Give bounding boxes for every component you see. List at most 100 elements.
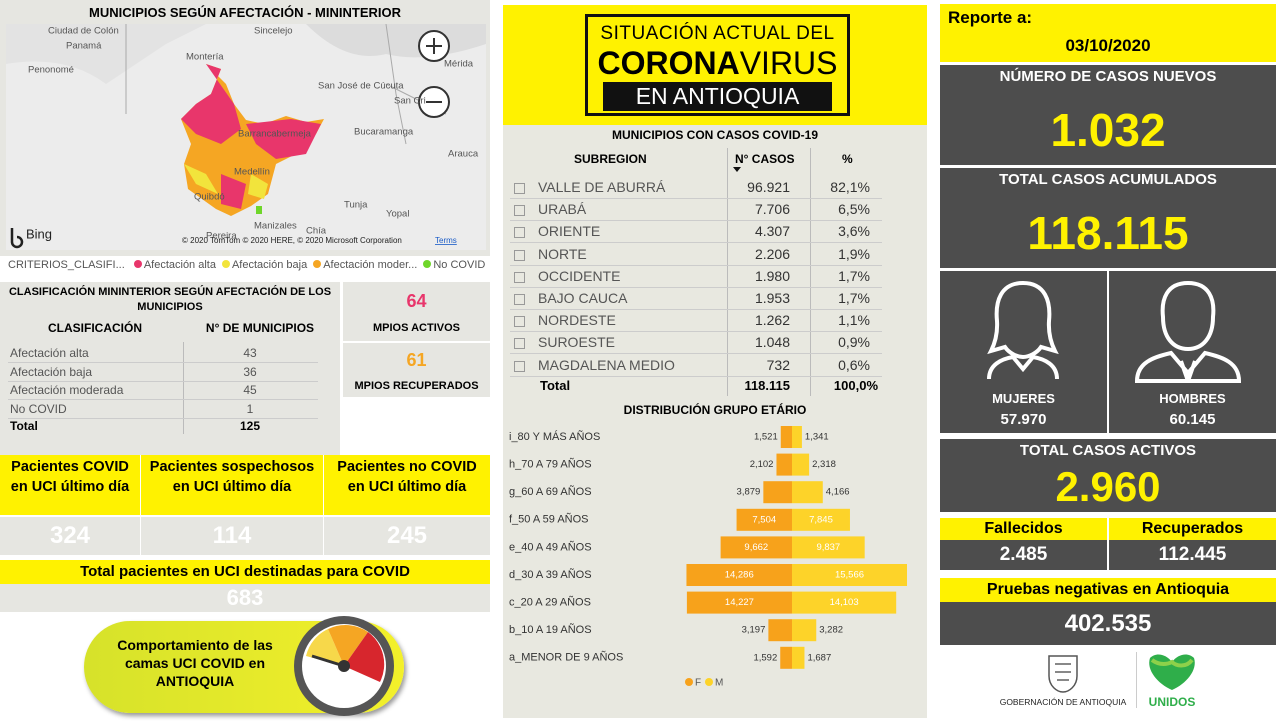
bing-logo bbox=[10, 228, 24, 249]
active-cases-value: 2.960 bbox=[1055, 463, 1161, 510]
map-place: Yopal bbox=[386, 209, 409, 220]
icu-value: 245 bbox=[324, 517, 490, 555]
value-label: 9,837 bbox=[816, 542, 840, 553]
expand-icon bbox=[514, 227, 525, 239]
map-land bbox=[6, 24, 206, 84]
legend-label: Afectación alta bbox=[143, 259, 216, 271]
row-divider bbox=[510, 198, 882, 199]
table-cell: 1,1% bbox=[838, 312, 870, 329]
legend-dot bbox=[423, 260, 432, 268]
legend-dot bbox=[313, 260, 322, 268]
column-divider bbox=[183, 342, 184, 434]
map-place: Chía bbox=[306, 226, 327, 237]
legend-item[interactable]: Afectación alta bbox=[133, 259, 216, 271]
table-cell: 1.262 bbox=[754, 312, 790, 329]
table-cell: 2.206 bbox=[754, 245, 790, 262]
legend-item[interactable]: Afectación moder... bbox=[313, 259, 417, 271]
row-divider bbox=[8, 399, 318, 400]
sort-arrow bbox=[733, 167, 741, 172]
table-cell: 96.921 bbox=[747, 179, 790, 195]
row-divider bbox=[510, 353, 882, 355]
gov-label: GOBERNACIÓN DE ANTIOQUIA bbox=[999, 697, 1127, 707]
table-cell: 43 bbox=[243, 346, 257, 360]
value-label: 14,227 bbox=[725, 597, 754, 608]
gauge-hub bbox=[338, 660, 350, 672]
table-cell: VALLE DE ABURRÁ bbox=[538, 179, 666, 195]
bar bbox=[776, 453, 792, 476]
legend-dot bbox=[133, 260, 142, 268]
total-cases-value: 118.115 bbox=[1027, 207, 1189, 259]
muni-panel bbox=[343, 282, 490, 397]
map-terms[interactable]: Terms bbox=[435, 236, 457, 245]
total-cases-panel: TOTAL CASOS ACUMULADOS 118.115 bbox=[940, 168, 1276, 268]
legend-label: Afectación moder... bbox=[323, 259, 418, 271]
women-icon bbox=[987, 280, 1059, 380]
gov-shield bbox=[1048, 655, 1078, 693]
bar bbox=[736, 508, 792, 531]
bar bbox=[792, 453, 810, 476]
map-alta bbox=[181, 64, 321, 209]
legend-item[interactable]: No COVID bbox=[423, 259, 485, 271]
active-munis-label: MPIOS ACTIVOS bbox=[373, 322, 460, 334]
deaths-value: 2.485 bbox=[940, 540, 1107, 570]
bar bbox=[780, 646, 792, 669]
bar bbox=[792, 591, 897, 614]
table-cell: 6,5% bbox=[838, 201, 870, 218]
recovered-munis-label: MPIOS RECUPERADOS bbox=[354, 380, 479, 392]
table-cell: MAGDALENA MEDIO bbox=[538, 356, 675, 373]
row-divider bbox=[510, 331, 882, 333]
table-cell: 36 bbox=[243, 364, 257, 379]
legend-item[interactable]: Afectación baja bbox=[221, 259, 308, 271]
gauge bbox=[294, 616, 394, 716]
expand-icon bbox=[514, 338, 525, 350]
table-cell: No COVID bbox=[10, 401, 67, 416]
header-box bbox=[585, 14, 850, 116]
women-value: 57.970 bbox=[1000, 411, 1047, 428]
shield-detail bbox=[1055, 663, 1071, 681]
separator bbox=[343, 341, 490, 343]
map-place: Sincelejo bbox=[254, 26, 293, 37]
men-panel: HOMBRES 60.145 bbox=[1109, 271, 1276, 433]
middle-panel bbox=[503, 125, 927, 718]
category-label: d_30 A 39 AÑOS bbox=[509, 568, 592, 581]
value-label: 3,197 bbox=[742, 625, 766, 636]
header-line2: CORONAVIRUS bbox=[585, 46, 850, 80]
table-cell: 1 bbox=[246, 401, 254, 416]
value-label: 1,592 bbox=[753, 652, 777, 663]
legend-title: CRITERIOS_CLASIFI... bbox=[8, 259, 125, 271]
map-place: Panamá bbox=[66, 41, 102, 52]
value-label: 15,566 bbox=[835, 570, 864, 581]
bar bbox=[720, 536, 792, 559]
expand-icon bbox=[514, 183, 525, 194]
table-cell: 1,7% bbox=[838, 267, 870, 284]
row-divider bbox=[510, 242, 882, 244]
map-place: Medellín bbox=[234, 167, 270, 178]
icu-label-box bbox=[0, 455, 140, 515]
active-cases-label: TOTAL CASOS ACTIVOS bbox=[1019, 442, 1197, 459]
table-cell: 3,6% bbox=[838, 223, 870, 240]
map-place: Arauca bbox=[448, 149, 479, 160]
legend-label: Afectación baja bbox=[231, 259, 308, 271]
bar bbox=[686, 564, 792, 586]
column-divider bbox=[727, 148, 728, 396]
table-cell: 45 bbox=[243, 383, 257, 397]
chart-title: DISTRIBUCIÓN GRUPO ETÁRIO bbox=[624, 402, 807, 417]
table-cell: 1,7% bbox=[838, 290, 870, 306]
map[interactable]: Bing © 2020 TomTom © 2020 HERE, © 2020 M… bbox=[6, 24, 486, 250]
classification-panel bbox=[0, 282, 340, 455]
report-label: Reporte a: bbox=[948, 8, 1033, 27]
sort-icon[interactable] bbox=[733, 167, 743, 173]
table-total: Total bbox=[10, 419, 38, 433]
value-label: 3,282 bbox=[819, 625, 843, 636]
value-label: 3,879 bbox=[737, 487, 761, 498]
municipios-title: MUNICIPIOS CON CASOS COVID-19 bbox=[611, 128, 819, 142]
expand-icon bbox=[514, 360, 525, 372]
icu-value: 114 bbox=[141, 517, 323, 555]
category-label: f_50 A 59 AÑOS bbox=[509, 513, 589, 526]
icu-label: Pacientes COVID en UCI último día bbox=[10, 459, 130, 495]
classification-title: CLASIFICACIÓN MININTERIOR SEGÚN AFECTACI… bbox=[8, 286, 332, 313]
table-cell: 1,9% bbox=[838, 245, 870, 262]
expand-icon bbox=[514, 294, 525, 305]
men-value: 60.145 bbox=[1169, 411, 1216, 428]
row-divider bbox=[510, 286, 882, 288]
